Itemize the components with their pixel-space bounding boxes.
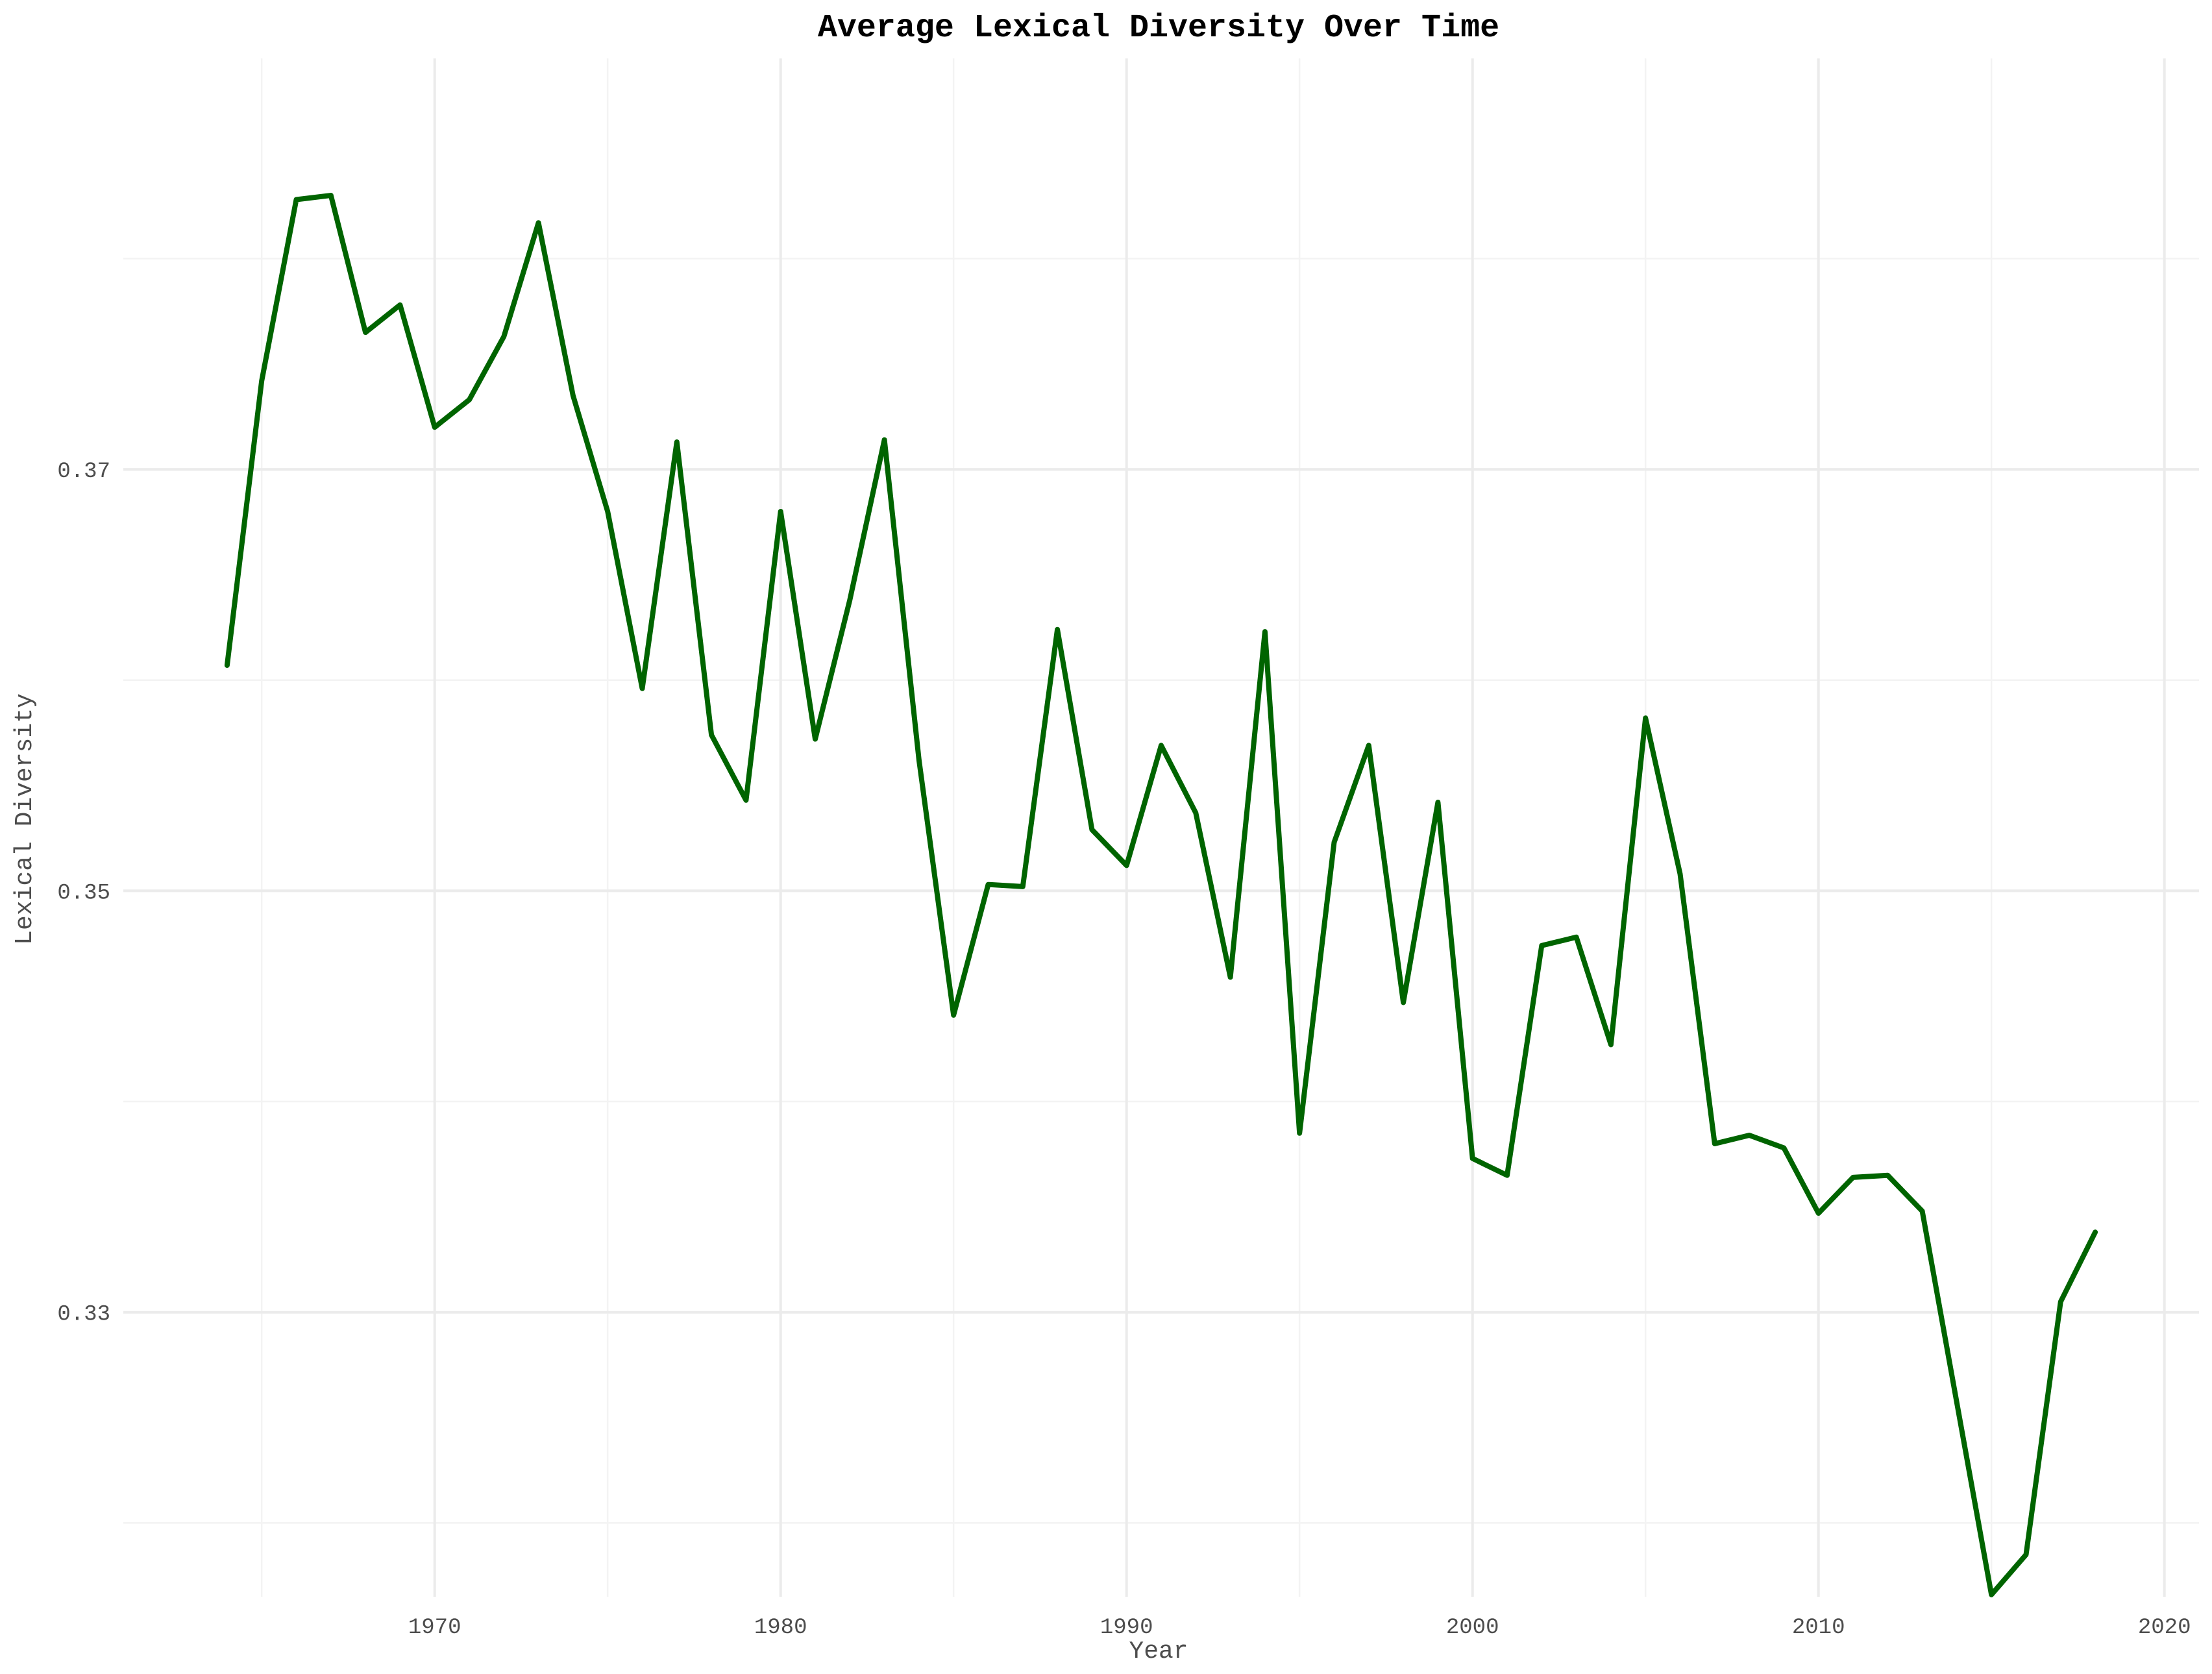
x-tick-label: 2000 bbox=[1446, 1616, 1499, 1640]
y-tick-label: 0.35 bbox=[57, 881, 110, 905]
y-tick-label: 0.33 bbox=[57, 1303, 110, 1327]
x-axis-label: Year bbox=[1129, 1638, 1188, 1666]
x-tick-label: 1980 bbox=[754, 1616, 807, 1640]
x-tick-label: 2020 bbox=[2138, 1616, 2191, 1640]
chart-title: Average Lexical Diversity Over Time bbox=[818, 10, 1499, 47]
x-axis-ticks: 1970 1980 1990 2000 2010 2020 bbox=[408, 1616, 2191, 1640]
minor-gridlines bbox=[123, 58, 2199, 1597]
series-layer bbox=[224, 193, 2098, 1597]
x-tick-label: 1970 bbox=[408, 1616, 461, 1640]
y-axis-label: Lexical Diversity bbox=[11, 693, 39, 945]
y-tick-label: 0.37 bbox=[57, 460, 110, 484]
major-gridlines bbox=[123, 58, 2199, 1597]
x-tick-label: 2010 bbox=[1792, 1616, 1845, 1640]
y-axis-ticks: 0.33 0.35 0.37 bbox=[57, 460, 110, 1327]
series-line bbox=[224, 193, 2098, 1597]
x-tick-label: 1990 bbox=[1100, 1616, 1153, 1640]
